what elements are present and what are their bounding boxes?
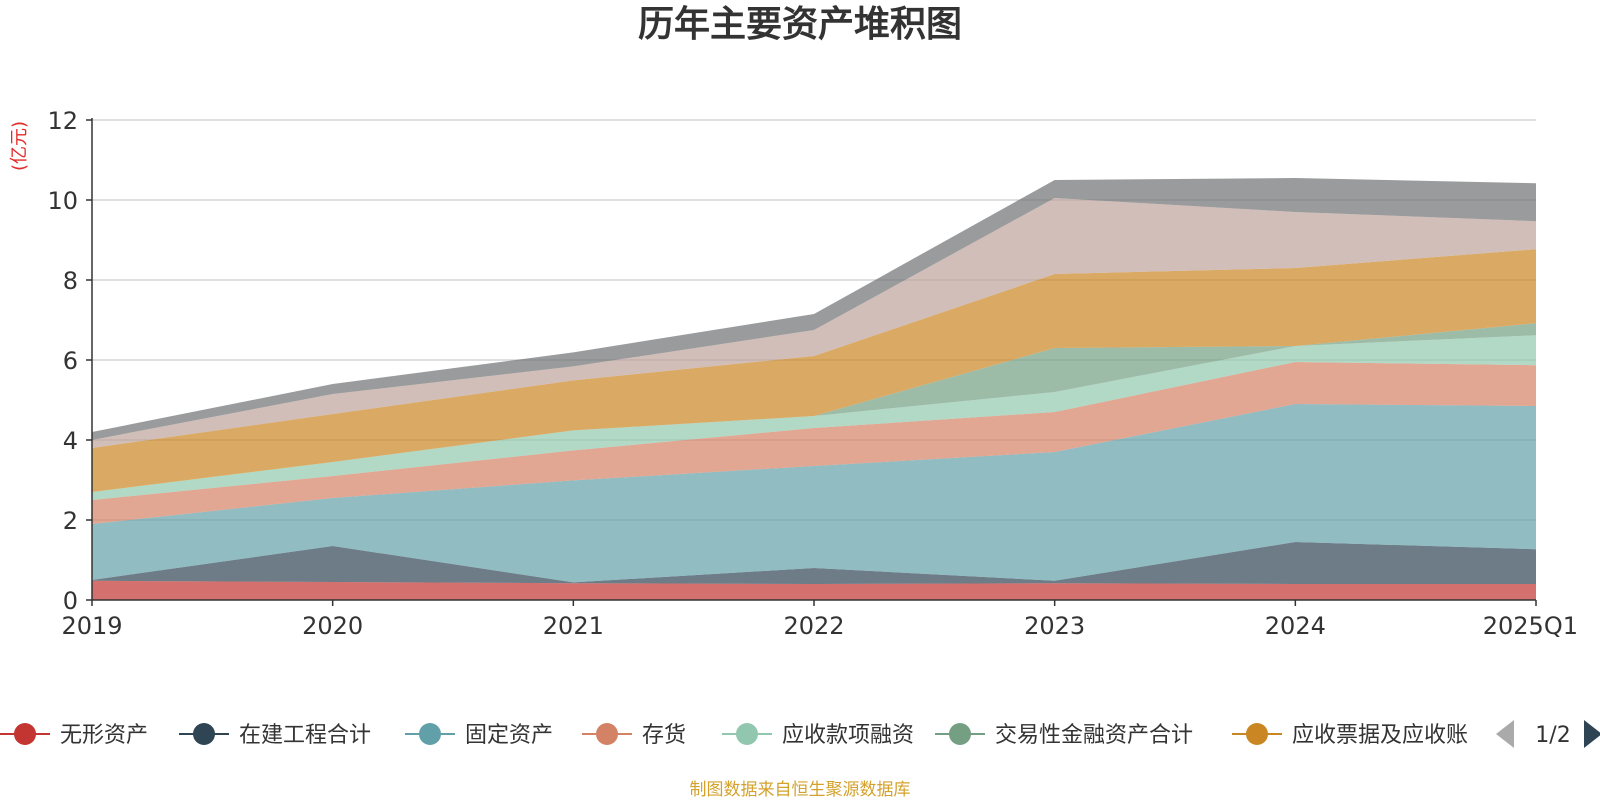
x-tick-label: 2025Q1	[1483, 612, 1578, 640]
legend-circle-marker	[949, 723, 971, 745]
y-tick-label: 8	[63, 267, 78, 295]
legend-label: 在建工程合计	[239, 723, 371, 748]
legend-label: 应收款项融资	[782, 723, 914, 748]
legend-item[interactable]: 存货	[582, 723, 686, 748]
legend-item[interactable]: 无形资产	[0, 723, 148, 748]
source-note: 制图数据来自恒生聚源数据库	[690, 780, 911, 800]
legend-label: 无形资产	[60, 723, 148, 748]
pager-prev-icon[interactable]	[1496, 720, 1514, 748]
legend-circle-marker	[736, 723, 758, 745]
y-axis-unit-label: (亿元)	[9, 121, 30, 171]
legend-item[interactable]: 在建工程合计	[179, 723, 371, 748]
legend: 无形资产 在建工程合计 固定资产 存货 应收款项融资 交易性金融资产合计 应收票据及应收账	[0, 723, 1468, 748]
y-tick-label: 6	[63, 347, 78, 375]
area-series-4	[92, 362, 1536, 524]
legend-pager: 1/2	[1496, 720, 1600, 748]
x-tick-label: 2021	[543, 612, 604, 640]
legend-circle-marker	[419, 723, 441, 745]
area-series	[92, 178, 1536, 600]
pager-next-icon[interactable]	[1584, 720, 1600, 748]
legend-item[interactable]: 固定资产	[405, 723, 553, 748]
x-tick-label: 2022	[783, 612, 844, 640]
y-tick-label: 0	[63, 587, 78, 615]
area-series-2	[92, 542, 1536, 584]
y-tick-label: 10	[47, 187, 78, 215]
legend-label: 存货	[642, 723, 686, 748]
legend-item[interactable]: 交易性金融资产合计	[935, 723, 1193, 748]
area-series-7	[92, 249, 1536, 492]
x-tick-label: 2020	[302, 612, 363, 640]
legend-circle-marker	[1246, 723, 1268, 745]
chart-title: 历年主要资产堆积图	[638, 4, 962, 45]
y-tick-label: 4	[63, 427, 78, 455]
legend-circle-marker	[193, 723, 215, 745]
legend-item[interactable]: 应收票据及应收账	[1232, 723, 1468, 748]
area-series-1	[92, 580, 1536, 600]
legend-label: 交易性金融资产合计	[995, 723, 1193, 748]
legend-circle-marker	[596, 723, 618, 745]
legend-item[interactable]: 应收款项融资	[722, 723, 914, 748]
legend-label: 固定资产	[465, 723, 553, 748]
x-tick-label: 2023	[1024, 612, 1085, 640]
x-tick-label: 2019	[61, 612, 122, 640]
legend-circle-marker	[14, 723, 36, 745]
area-series-6	[92, 323, 1536, 492]
legend-page-label: 1/2	[1535, 723, 1570, 748]
area-series-3	[92, 404, 1536, 583]
area-series-8	[92, 198, 1536, 448]
x-tick-label: 2024	[1265, 612, 1326, 640]
y-tick-label: 12	[47, 107, 78, 135]
area-series-9	[92, 178, 1536, 440]
y-tick-label: 2	[63, 507, 78, 535]
legend-label: 应收票据及应收账	[1292, 723, 1468, 748]
axes: 0 2 4 6 8 10 12 2019 2020 2021 2022 2023 2024 2025Q1	[47, 107, 1578, 640]
area-series-5	[92, 335, 1536, 500]
